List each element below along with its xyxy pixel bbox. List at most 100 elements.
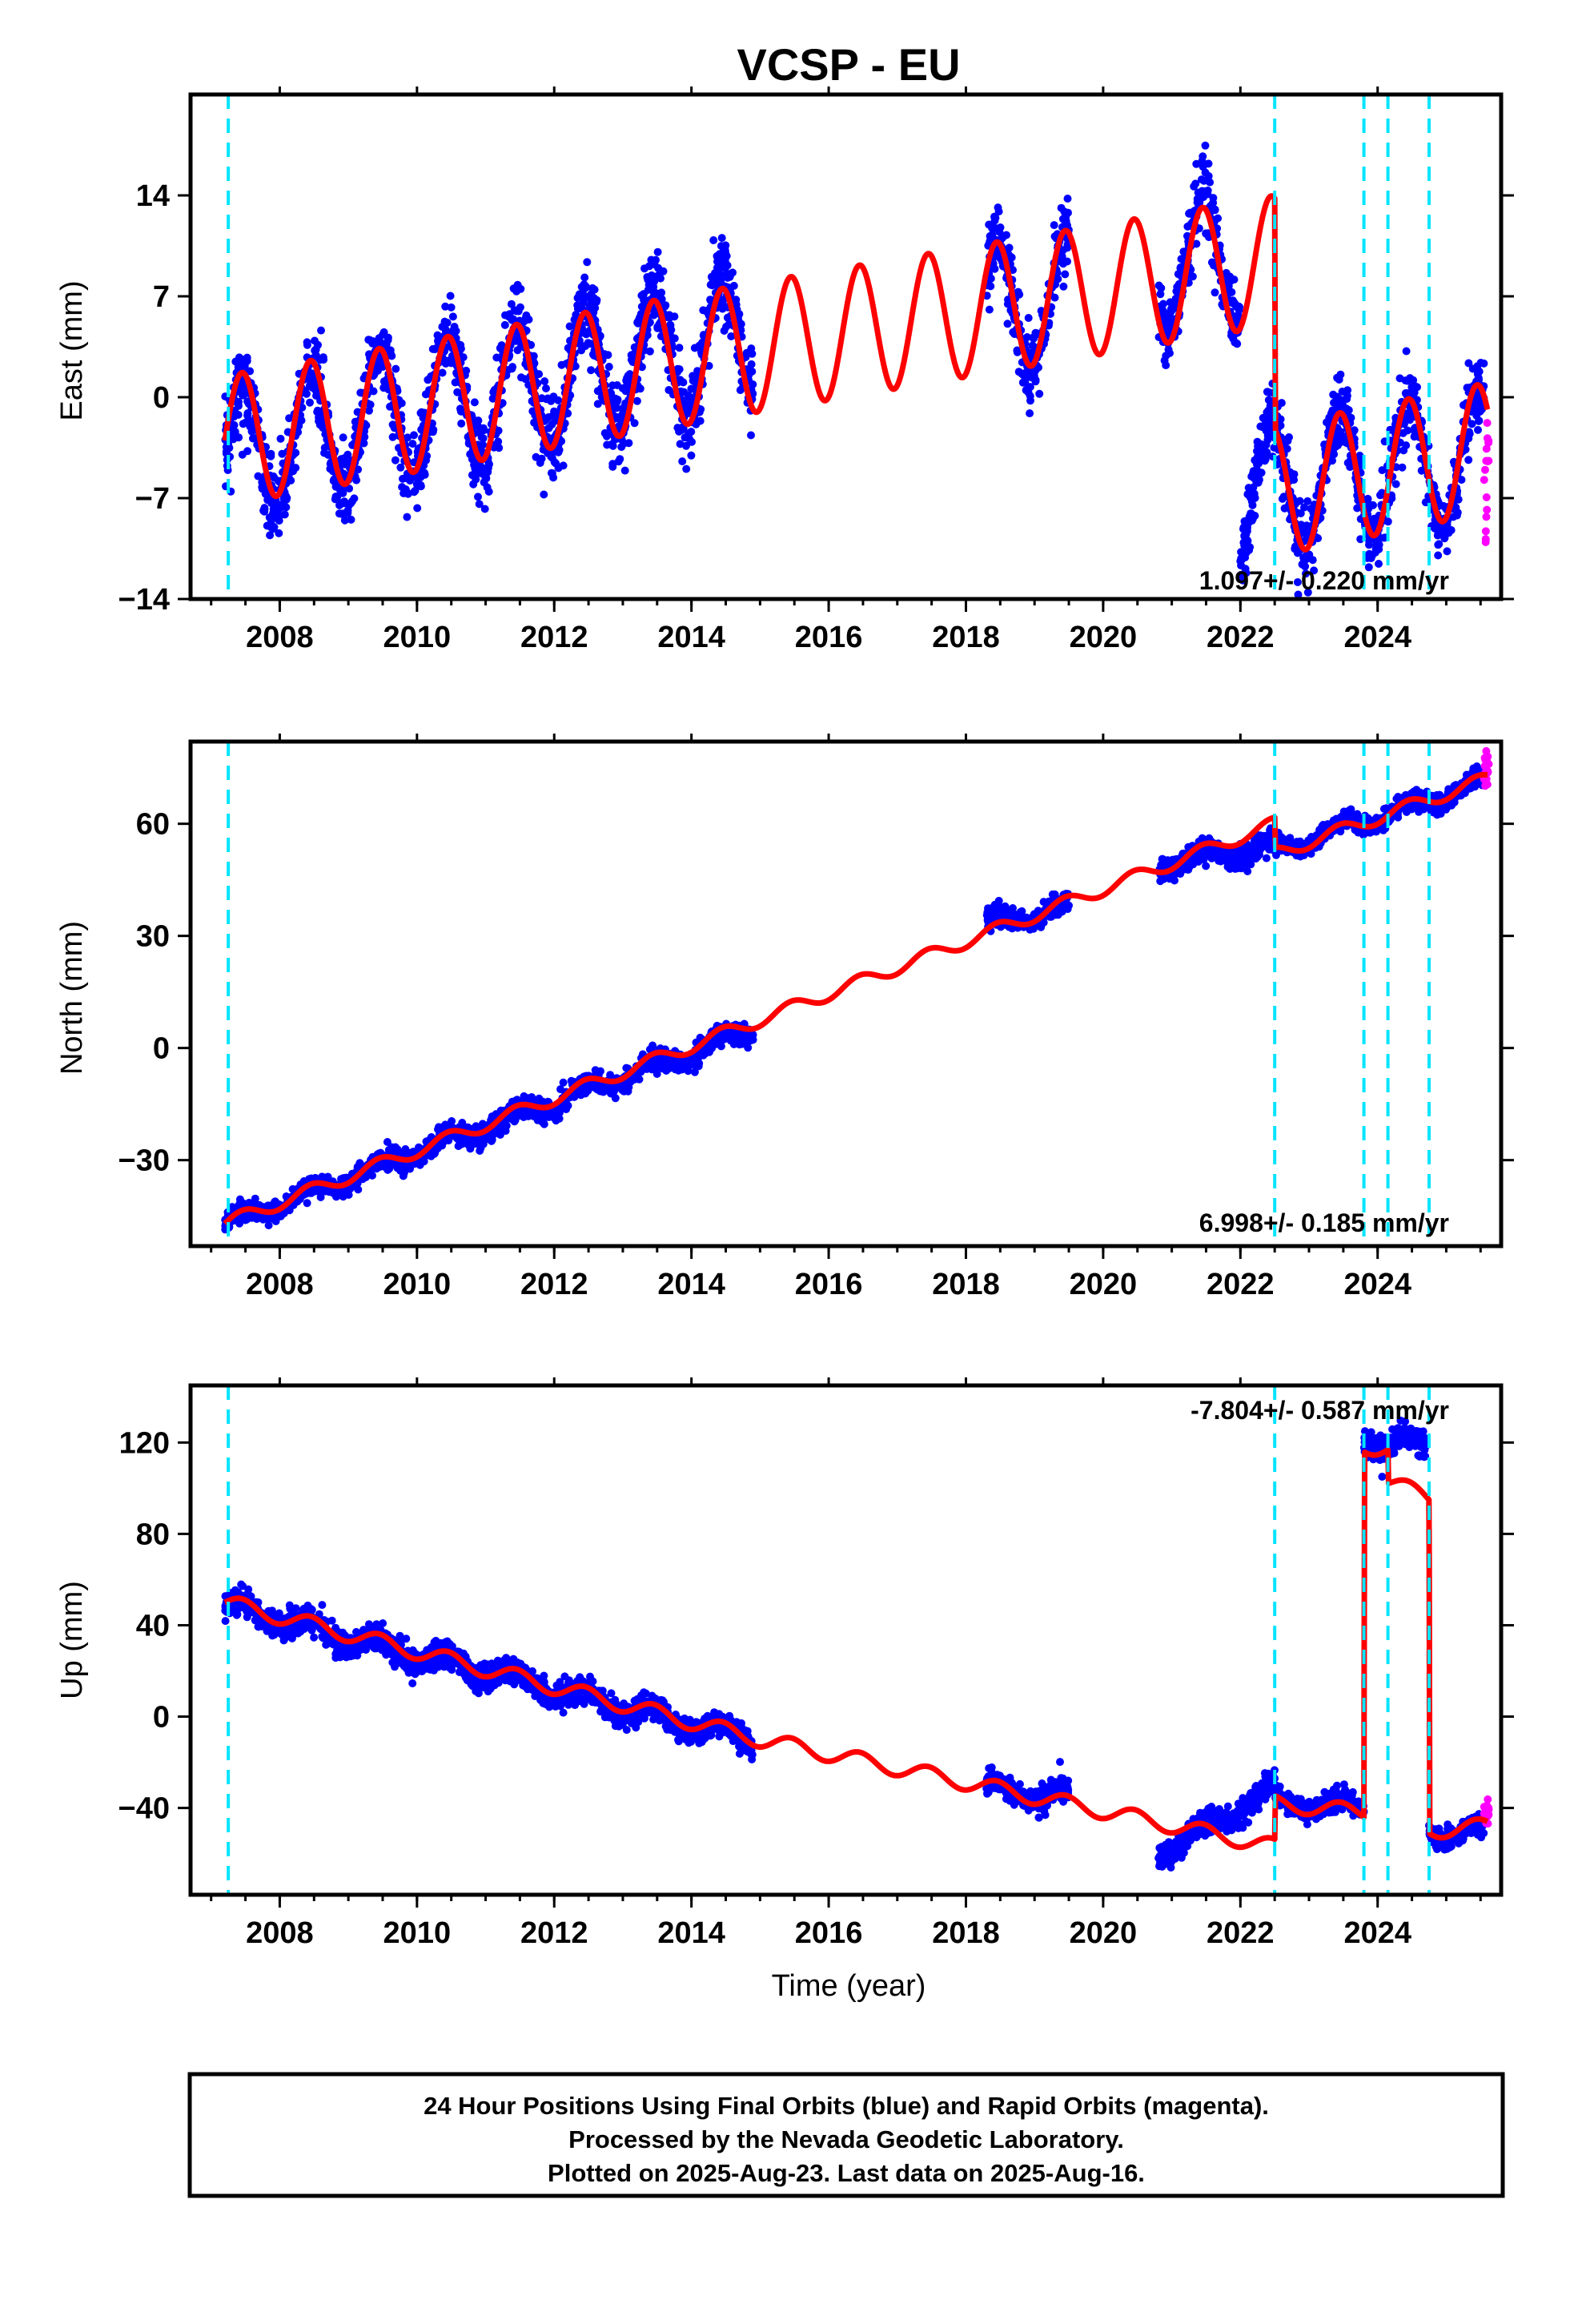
data-point [1050,293,1059,302]
data-point [659,267,668,275]
data-point [593,387,602,396]
data-point [239,1212,247,1221]
data-point [1402,347,1411,356]
data-point [656,274,665,283]
data-point [1247,497,1256,505]
x-tick-label: 2012 [520,621,588,654]
data-point [653,247,662,256]
data-point [648,1041,657,1050]
data-point [502,1121,511,1130]
data-point [1434,551,1443,560]
data-point [687,428,696,436]
data-point [676,440,685,448]
plot-area [221,746,1493,1234]
data-point [1330,450,1339,459]
data-point [575,290,584,299]
data-point [549,411,557,420]
data-point [315,416,323,425]
data-point [577,346,585,355]
data-point [264,1221,273,1230]
data-point [532,1112,541,1121]
data-point [1166,304,1175,313]
data-point [532,452,540,461]
data-point [690,344,699,352]
data-point [434,332,443,341]
data-point [470,398,479,407]
data-point [689,384,697,393]
data-point [331,493,340,501]
data-point [1005,243,1014,252]
data-point [678,457,687,466]
data-point [416,1160,424,1169]
data-point [480,464,488,472]
data-point [484,487,493,496]
data-point [666,320,675,329]
data-point [677,376,685,385]
data-point [721,256,729,265]
data-point [480,505,489,513]
data-point [278,449,287,458]
y-tick-label: 0 [153,381,170,415]
rapid-point [1482,513,1491,521]
data-point [1235,304,1243,312]
data-point [275,501,283,509]
data-point [619,1085,628,1094]
data-point [512,307,520,316]
data-point [536,459,544,467]
data-point [339,1192,347,1201]
data-point [267,523,275,532]
data-point [222,447,231,456]
data-point [542,384,550,392]
data-point [717,234,726,243]
data-point [448,312,457,321]
data-point [990,212,998,221]
data-point [496,1131,504,1139]
data-point [1211,288,1219,297]
data-point [239,359,247,367]
data-point [1465,429,1474,438]
data-point [1468,420,1476,428]
data-point [391,456,400,464]
data-point [365,406,373,415]
data-point [721,247,729,256]
data-point [306,398,314,407]
data-point [276,434,285,443]
data-point [258,485,267,493]
data-point [1339,396,1347,404]
data-point [366,336,375,344]
data-point [468,471,476,480]
data-point [1035,389,1044,398]
data-point [1199,152,1207,161]
data-point [1204,159,1213,168]
data-point [1050,221,1058,230]
data-point [1264,406,1273,415]
data-point [620,439,628,448]
data-point [1026,396,1034,405]
x-tick-label: 2018 [932,621,1000,654]
data-point [990,223,998,232]
data-point [238,391,247,400]
data-point [1021,375,1030,384]
data-point [400,1168,408,1177]
data-point [1061,270,1070,279]
data-point [343,509,352,517]
data-point [1403,426,1412,435]
data-point [229,435,238,444]
data-point [271,1197,279,1206]
data-point [632,396,641,405]
data-point [540,377,549,386]
data-point [1329,390,1338,399]
data-point [587,366,596,375]
data-point [1395,374,1404,383]
x-tick-label: 2010 [383,621,452,654]
data-point [580,273,589,282]
rapid-point [1482,456,1491,465]
data-point [474,469,483,478]
data-point [481,472,490,481]
data-point [1277,399,1286,408]
rate-label: 1.097+/- 0.220 mm/yr [1199,566,1449,595]
data-point [675,344,684,352]
data-point [347,499,355,508]
data-point [1250,489,1259,498]
data-point [618,384,627,392]
